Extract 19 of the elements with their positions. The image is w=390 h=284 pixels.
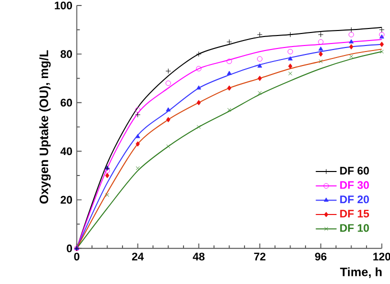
y-tick-label: 100 xyxy=(54,2,72,10)
legend-label: DF 60 xyxy=(340,166,369,175)
x-tick-label: 24 xyxy=(132,252,144,260)
x-tick-label: 72 xyxy=(254,252,266,260)
y-tick-label: 60 xyxy=(60,98,72,107)
legend-label: DF 30 xyxy=(340,181,369,189)
legend-label: DF 20 xyxy=(340,196,369,204)
y-tick-label: 0 xyxy=(66,244,72,252)
x-tick-label: 120 xyxy=(373,252,390,260)
legend-label: DF 10 xyxy=(340,224,369,232)
legend-label: DF 15 xyxy=(340,210,370,218)
x-tick-label: 96 xyxy=(315,252,326,260)
y-axis-title: Oxygen Uptake (OU), mg/L xyxy=(39,50,51,204)
y-tick-label: 80 xyxy=(60,50,72,58)
x-tick-label: 0 xyxy=(74,252,80,260)
y-tick-label: 40 xyxy=(60,147,72,156)
y-tick-label: 20 xyxy=(60,196,72,204)
x-axis-title: Time, h xyxy=(340,267,382,278)
x-tick-label: 48 xyxy=(192,252,205,260)
